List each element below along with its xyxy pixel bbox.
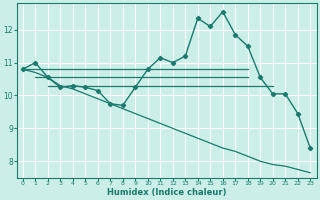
X-axis label: Humidex (Indice chaleur): Humidex (Indice chaleur)	[107, 188, 226, 197]
